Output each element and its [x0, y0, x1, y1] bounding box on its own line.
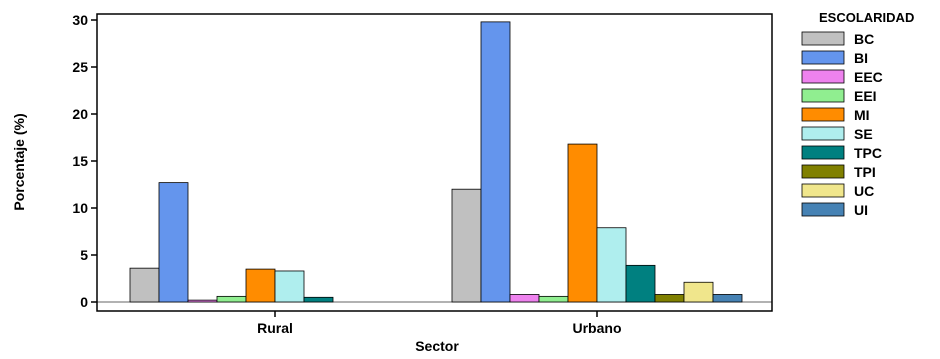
legend-swatch-tpi: [801, 164, 845, 179]
bar-eei-rural: [216, 295, 247, 303]
legend-swatch-se: [801, 126, 845, 141]
legend-label-bi: BI: [854, 50, 868, 66]
legend-label-bc: BC: [854, 31, 874, 47]
legend-label-eec: EEC: [854, 69, 883, 85]
bar-tpc-urbano: [625, 264, 656, 303]
y-tick-label: 30: [72, 12, 88, 28]
bar-mi-rural: [245, 268, 276, 303]
bar-bc-rural: [129, 267, 160, 303]
bar-bc-urbano: [451, 188, 482, 303]
bar-bi-urbano: [480, 21, 511, 303]
bar-ui-urbano: [712, 294, 743, 303]
legend-swatch-bi: [801, 50, 845, 65]
y-tick-label: 15: [72, 153, 88, 169]
y-tick-label: 25: [72, 59, 88, 75]
bar-eec-rural: [187, 299, 218, 303]
bar-eec-urbano: [509, 294, 540, 303]
legend-swatch-eei: [801, 88, 845, 103]
legend-title: ESCOLARIDAD: [819, 10, 914, 25]
legend-label-tpc: TPC: [854, 145, 882, 161]
legend-swatch-bc: [801, 31, 845, 46]
bar-uc-urbano: [683, 281, 714, 303]
plot-frame: [96, 13, 773, 312]
legend-label-eei: EEI: [854, 88, 877, 104]
y-tick-label: 20: [72, 106, 88, 122]
x-tick-label-urbano: Urbano: [573, 320, 622, 336]
bar-eei-urbano: [538, 295, 569, 303]
bar-se-rural: [274, 270, 305, 303]
legend-label-uc: UC: [854, 183, 874, 199]
legend: ESCOLARIDAD BC BI EEC EEI MI SE TPC TPI UC UI: [801, 10, 914, 218]
bars-layer: [97, 21, 772, 303]
bar-bi-rural: [158, 182, 189, 303]
x-axis: Rural Urbano: [257, 311, 622, 336]
y-axis-title: Porcentaje (%): [11, 113, 27, 210]
x-tick-label-rural: Rural: [257, 320, 293, 336]
bar-tpi-urbano: [654, 294, 685, 303]
y-tick-label: 0: [80, 294, 88, 310]
y-axis: 0 5 10 15 20 25 30: [72, 12, 97, 310]
legend-label-ui: UI: [854, 202, 868, 218]
legend-swatch-tpc: [801, 145, 845, 160]
legend-label-mi: MI: [854, 107, 870, 123]
bar-se-urbano: [596, 227, 627, 303]
legend-swatch-uc: [801, 183, 845, 198]
legend-swatch-eec: [801, 69, 845, 84]
x-axis-title: Sector: [415, 338, 459, 354]
legend-label-se: SE: [854, 126, 873, 142]
y-tick-label: 5: [80, 247, 88, 263]
legend-swatch-ui: [801, 202, 845, 217]
legend-label-tpi: TPI: [854, 164, 876, 180]
bar-mi-urbano: [567, 143, 598, 303]
legend-swatch-mi: [801, 107, 845, 122]
y-tick-label: 10: [72, 200, 88, 216]
bar-tpc-rural: [303, 296, 334, 303]
